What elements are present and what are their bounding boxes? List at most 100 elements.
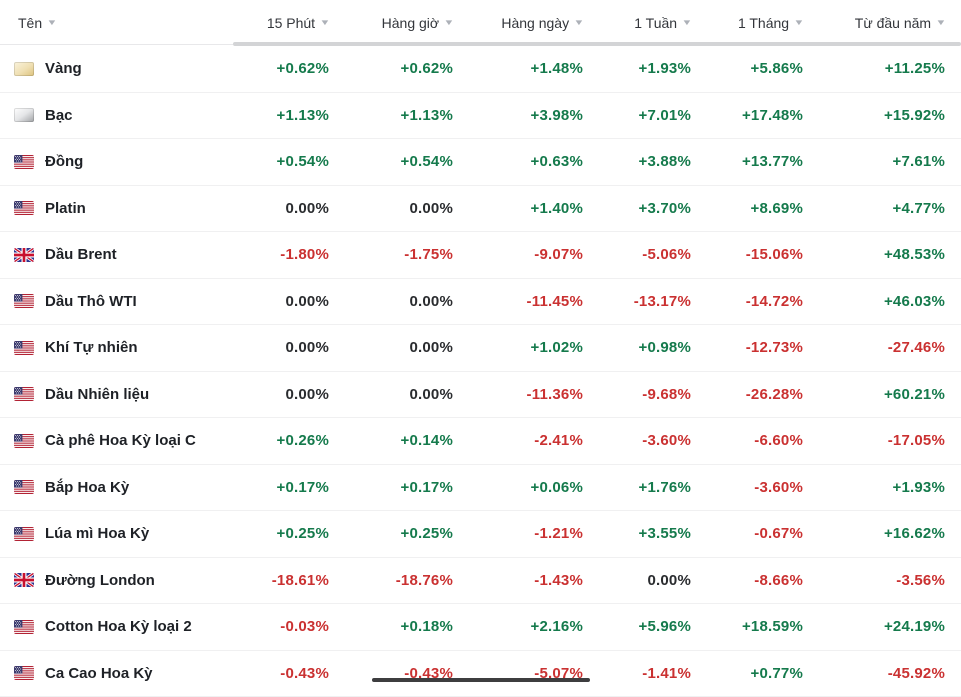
change-value: -0.43%	[233, 665, 345, 682]
change-value: +2.16%	[469, 618, 599, 635]
flag-us-icon	[14, 341, 34, 355]
change-value: 0.00%	[599, 572, 707, 589]
instrument-cell[interactable]: Cotton Hoa Kỳ loại 2	[0, 618, 233, 635]
change-value: +15.92%	[819, 107, 961, 124]
change-value: 0.00%	[345, 200, 469, 217]
flag-us-icon	[14, 387, 34, 401]
change-value: -11.36%	[469, 386, 599, 403]
change-value: -1.41%	[599, 665, 707, 682]
table-row[interactable]: Cotton Hoa Kỳ loại 2-0.03%+0.18%+2.16%+5…	[0, 604, 961, 651]
instrument-cell[interactable]: Platin	[0, 200, 233, 217]
table-row[interactable]: Cà phê Hoa Kỳ loại C+0.26%+0.14%-2.41%-3…	[0, 418, 961, 465]
change-value: +1.93%	[599, 60, 707, 77]
chevron-down-icon: ▼	[793, 19, 804, 27]
instrument-cell[interactable]: Đường London	[0, 572, 233, 589]
flag-uk-icon	[14, 248, 34, 262]
change-value: -1.43%	[469, 572, 599, 589]
column-header-ytd[interactable]: Từ đầu năm ▼	[819, 15, 961, 31]
instrument-cell[interactable]: Dầu Nhiên liệu	[0, 386, 233, 403]
change-value: +11.25%	[819, 60, 961, 77]
instrument-cell[interactable]: Đồng	[0, 153, 233, 170]
instrument-cell[interactable]: Lúa mì Hoa Kỳ	[0, 525, 233, 542]
instrument-cell[interactable]: Cà phê Hoa Kỳ loại C	[0, 432, 233, 449]
change-value: -18.76%	[345, 572, 469, 589]
column-header-label: 1 Tháng	[738, 15, 789, 31]
column-header-name[interactable]: Tên ▼	[0, 15, 233, 31]
chevron-down-icon: ▼	[443, 19, 454, 27]
instrument-name: Cotton Hoa Kỳ loại 2	[45, 618, 192, 635]
column-header-label: Hàng ngày	[501, 15, 569, 31]
instrument-cell[interactable]: Vàng	[0, 60, 233, 77]
gold-bar-icon	[14, 62, 34, 76]
change-value: +5.86%	[707, 60, 819, 77]
change-value: -8.66%	[707, 572, 819, 589]
change-value: +0.62%	[233, 60, 345, 77]
column-header-label: 15 Phút	[267, 15, 315, 31]
change-value: +60.21%	[819, 386, 961, 403]
change-value: +18.59%	[707, 618, 819, 635]
change-value: +0.54%	[345, 153, 469, 170]
instrument-cell[interactable]: Khí Tự nhiên	[0, 339, 233, 356]
instrument-cell[interactable]: Ca Cao Hoa Kỳ	[0, 665, 233, 682]
change-value: -15.06%	[707, 246, 819, 263]
table-row[interactable]: Bắp Hoa Kỳ+0.17%+0.17%+0.06%+1.76%-3.60%…	[0, 465, 961, 512]
table-row[interactable]: Đồng+0.54%+0.54%+0.63%+3.88%+13.77%+7.61…	[0, 139, 961, 186]
change-value: -26.28%	[707, 386, 819, 403]
flag-us-icon	[14, 666, 34, 680]
change-value: +0.54%	[233, 153, 345, 170]
home-indicator	[372, 678, 590, 682]
column-header-label: Từ đầu năm	[855, 15, 931, 31]
column-header-1month[interactable]: 1 Tháng ▼	[707, 15, 819, 31]
table-row[interactable]: Dầu Brent-1.80%-1.75%-9.07%-5.06%-15.06%…	[0, 232, 961, 279]
flag-us-icon	[14, 527, 34, 541]
change-value: +0.25%	[345, 525, 469, 542]
change-value: -11.45%	[469, 293, 599, 310]
change-value: -3.56%	[819, 572, 961, 589]
change-value: 0.00%	[233, 386, 345, 403]
silver-bar-icon	[14, 108, 34, 122]
column-header-label: Tên	[18, 15, 42, 31]
instrument-name: Vàng	[45, 60, 82, 77]
change-value: -1.80%	[233, 246, 345, 263]
instrument-cell[interactable]: Dầu Brent	[0, 246, 233, 263]
change-value: +1.13%	[233, 107, 345, 124]
column-header-15min[interactable]: 15 Phút ▼	[233, 15, 345, 31]
change-value: +0.17%	[233, 479, 345, 496]
table-row[interactable]: Lúa mì Hoa Kỳ+0.25%+0.25%-1.21%+3.55%-0.…	[0, 511, 961, 558]
horizontal-scroll-hint[interactable]	[233, 42, 961, 46]
change-value: +1.13%	[345, 107, 469, 124]
column-header-1week[interactable]: 1 Tuần ▼	[599, 15, 707, 31]
change-value: +3.98%	[469, 107, 599, 124]
instrument-cell[interactable]: Bắp Hoa Kỳ	[0, 479, 233, 496]
chevron-down-icon: ▼	[319, 19, 330, 27]
flag-us-icon	[14, 294, 34, 308]
change-value: -2.41%	[469, 432, 599, 449]
change-value: -18.61%	[233, 572, 345, 589]
table-row[interactable]: Bạc+1.13%+1.13%+3.98%+7.01%+17.48%+15.92…	[0, 93, 961, 140]
change-value: +1.48%	[469, 60, 599, 77]
table-row[interactable]: Ca Cao Hoa Kỳ-0.43%-0.43%-5.07%-1.41%+0.…	[0, 651, 961, 697]
table-row[interactable]: Đường London-18.61%-18.76%-1.43%0.00%-8.…	[0, 558, 961, 605]
change-value: +0.18%	[345, 618, 469, 635]
flag-us-icon	[14, 434, 34, 448]
instrument-cell[interactable]: Dầu Thô WTI	[0, 293, 233, 310]
column-header-label: Hàng giờ	[382, 15, 439, 31]
change-value: +0.63%	[469, 153, 599, 170]
instrument-name: Platin	[45, 200, 86, 217]
table-row[interactable]: Vàng+0.62%+0.62%+1.48%+1.93%+5.86%+11.25…	[0, 46, 961, 93]
instrument-name: Lúa mì Hoa Kỳ	[45, 525, 149, 542]
change-value: -27.46%	[819, 339, 961, 356]
column-header-daily[interactable]: Hàng ngày ▼	[469, 15, 599, 31]
change-value: +7.01%	[599, 107, 707, 124]
change-value: +0.14%	[345, 432, 469, 449]
instrument-cell[interactable]: Bạc	[0, 107, 233, 124]
column-header-hourly[interactable]: Hàng giờ ▼	[345, 15, 469, 31]
flag-us-icon	[14, 155, 34, 169]
change-value: +48.53%	[819, 246, 961, 263]
header-divider	[0, 44, 233, 45]
